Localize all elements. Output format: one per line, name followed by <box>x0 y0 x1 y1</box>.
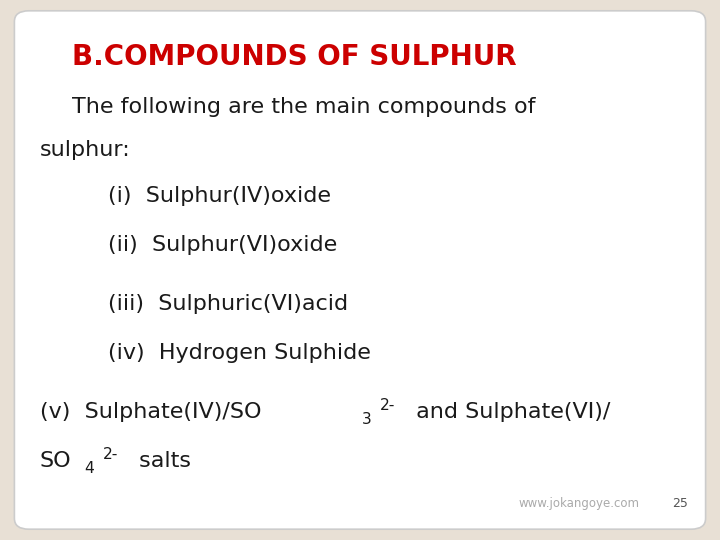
Text: and Sulphate(VI)/: and Sulphate(VI)/ <box>409 402 611 422</box>
Text: 3: 3 <box>361 412 372 427</box>
Text: (iii)  Sulphuric(VI)acid: (iii) Sulphuric(VI)acid <box>108 294 348 314</box>
Text: The following are the main compounds of: The following are the main compounds of <box>72 97 536 117</box>
Text: B.COMPOUNDS OF SULPHUR: B.COMPOUNDS OF SULPHUR <box>72 43 517 71</box>
Text: salts: salts <box>132 451 191 471</box>
Text: 4: 4 <box>84 461 94 476</box>
Text: (iv)  Hydrogen Sulphide: (iv) Hydrogen Sulphide <box>108 343 371 363</box>
Text: sulphur:: sulphur: <box>40 140 130 160</box>
Text: 2-: 2- <box>380 398 395 413</box>
Text: (ii)  Sulphur(VI)oxide: (ii) Sulphur(VI)oxide <box>108 235 337 255</box>
Text: (i)  Sulphur(IV)oxide: (i) Sulphur(IV)oxide <box>108 186 331 206</box>
Text: 2-: 2- <box>103 447 118 462</box>
Text: www.jokangoye.com: www.jokangoye.com <box>518 497 639 510</box>
Text: (v)  Sulphate(IV)/SO: (v) Sulphate(IV)/SO <box>40 402 261 422</box>
Text: SO: SO <box>40 451 71 471</box>
Text: 25: 25 <box>672 497 688 510</box>
